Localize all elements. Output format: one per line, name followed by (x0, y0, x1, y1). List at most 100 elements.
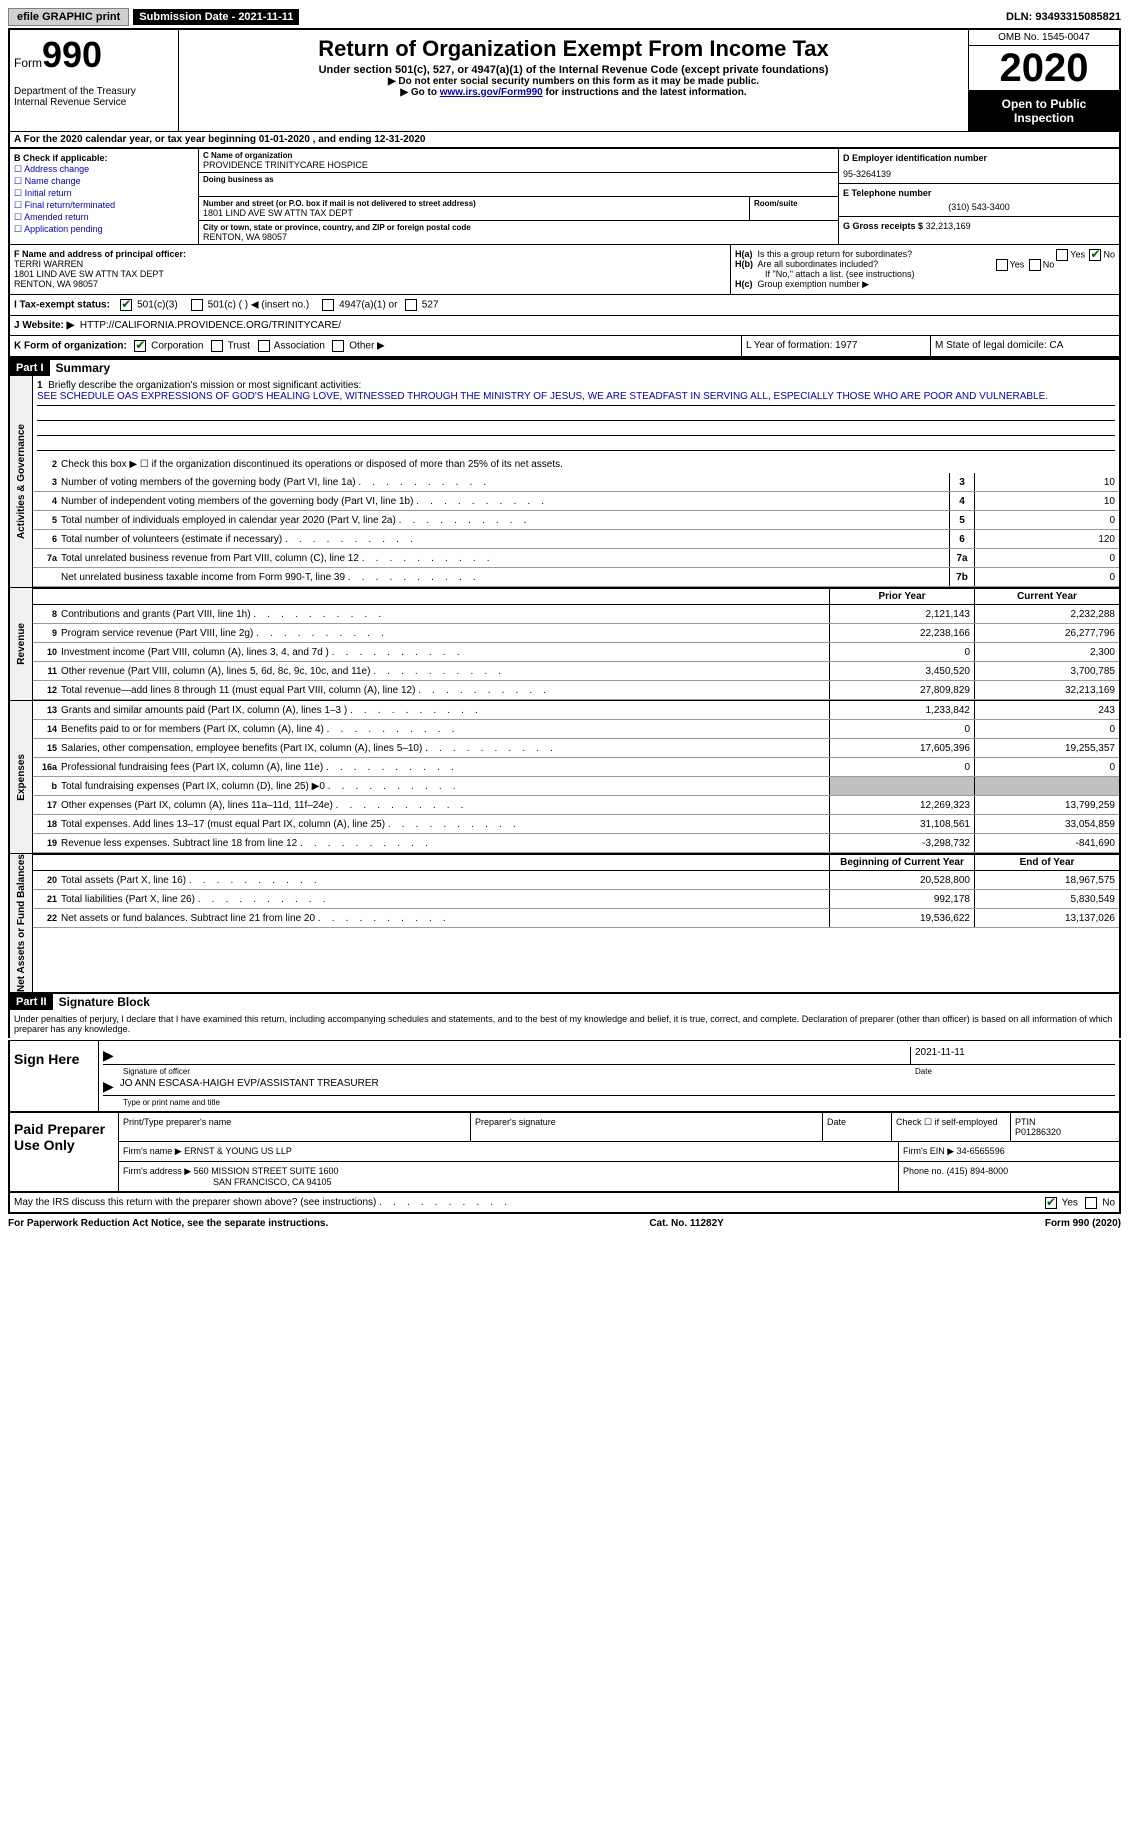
page-footer: For Paperwork Reduction Act Notice, see … (8, 1214, 1121, 1233)
efile-button[interactable]: efile GRAPHIC print (8, 8, 129, 26)
box-b-title: B Check if applicable: (14, 153, 194, 163)
chk-trust[interactable] (211, 340, 223, 352)
hc-label: Group exemption number ▶ (758, 279, 869, 289)
state-domicile: M State of legal domicile: CA (930, 336, 1119, 356)
part1-title: Summary (50, 361, 111, 375)
hdr-prior-year: Prior Year (829, 589, 974, 604)
dept-label: Department of the Treasury Internal Reve… (14, 86, 174, 108)
hb-note: If "No," attach a list. (see instruction… (735, 269, 1115, 279)
phone-value: (310) 543-3400 (843, 202, 1115, 212)
firm-ein: 34-6565596 (957, 1146, 1005, 1156)
signature-block: Sign Here ▶ 2021-11-11 Signature of offi… (8, 1040, 1121, 1113)
omb-number: OMB No. 1545-0047 (969, 30, 1119, 46)
ein-value: 95-3264139 (843, 169, 1115, 179)
footer-right: Form 990 (2020) (1045, 1218, 1121, 1229)
self-employed-label: Check ☐ if self-employed (892, 1113, 1011, 1141)
org-name-label: C Name of organization (203, 151, 834, 160)
room-label: Room/suite (754, 199, 834, 208)
entity-info-block: B Check if applicable: ☐ Address change … (8, 147, 1121, 245)
chk-initial-return[interactable]: ☐ Initial return (14, 188, 194, 199)
part1-header: Part I (10, 360, 50, 376)
instruction-1: ▶ Do not enter social security numbers o… (183, 76, 964, 87)
phone-label: E Telephone number (843, 188, 1115, 198)
chk-501c[interactable] (191, 299, 203, 311)
governance-section: Activities & Governance 1 Briefly descri… (8, 376, 1121, 588)
footer-left: For Paperwork Reduction Act Notice, see … (8, 1218, 328, 1229)
table-row: 15Salaries, other compensation, employee… (33, 739, 1119, 758)
mission-label: Briefly describe the organization's miss… (48, 380, 361, 391)
preparer-name-label: Print/Type preparer's name (119, 1113, 471, 1141)
officer-city: RENTON, WA 98057 (14, 279, 98, 289)
ha-no[interactable] (1089, 249, 1101, 261)
part2-header: Part II (10, 994, 53, 1010)
chk-name-change[interactable]: ☐ Name change (14, 176, 194, 187)
form-title: Return of Organization Exempt From Incom… (183, 36, 964, 62)
ptin-label: PTIN (1015, 1117, 1036, 1127)
netassets-section: Net Assets or Fund Balances Beginning of… (8, 854, 1121, 994)
website-row: J Website: ▶ HTTP://CALIFORNIA.PROVIDENC… (8, 316, 1121, 336)
chk-corp[interactable] (134, 340, 146, 352)
addr-label: Number and street (or P.O. box if mail i… (203, 199, 745, 208)
table-row: 21Total liabilities (Part X, line 26)992… (33, 890, 1119, 909)
discuss-yes[interactable] (1045, 1197, 1057, 1209)
chk-501c3[interactable] (120, 299, 132, 311)
form-header: Form990 Department of the Treasury Inter… (8, 28, 1121, 131)
hdr-end: End of Year (974, 855, 1119, 870)
table-row: 5Total number of individuals employed in… (33, 511, 1119, 530)
dln-label: DLN: 93493315085821 (1006, 11, 1121, 23)
discuss-row: May the IRS discuss this return with the… (8, 1193, 1121, 1214)
chk-4947[interactable] (322, 299, 334, 311)
hb-label: Are all subordinates included? (758, 259, 879, 269)
table-row: bTotal fundraising expenses (Part IX, co… (33, 777, 1119, 796)
chk-assoc[interactable] (258, 340, 270, 352)
table-row: 19Revenue less expenses. Subtract line 1… (33, 834, 1119, 853)
firm-phone: (415) 894-8000 (947, 1166, 1009, 1176)
table-row: 11Other revenue (Part VIII, column (A), … (33, 662, 1119, 681)
discuss-no[interactable] (1085, 1197, 1097, 1209)
chk-527[interactable] (405, 299, 417, 311)
table-row: 17Other expenses (Part IX, column (A), l… (33, 796, 1119, 815)
hb-no[interactable] (1029, 259, 1041, 271)
ptin-value: P01286320 (1015, 1127, 1061, 1137)
form-subtitle: Under section 501(c), 527, or 4947(a)(1)… (183, 64, 964, 76)
officer-name: TERRI WARREN (14, 259, 83, 269)
officer-group-row: F Name and address of principal officer:… (8, 245, 1121, 295)
table-row: 3Number of voting members of the governi… (33, 473, 1119, 492)
hb-yes[interactable] (996, 259, 1008, 271)
officer-name-title: JO ANN ESCASA-HAIGH EVP/ASSISTANT TREASU… (120, 1078, 379, 1095)
table-row: 4Number of independent voting members of… (33, 492, 1119, 511)
paid-preparer-block: Paid Preparer Use Only Print/Type prepar… (8, 1113, 1121, 1193)
chk-other[interactable] (332, 340, 344, 352)
table-row: 13Grants and similar amounts paid (Part … (33, 701, 1119, 720)
city-label: City or town, state or province, country… (203, 223, 834, 232)
vtab-revenue: Revenue (16, 623, 27, 665)
firm-name: ERNST & YOUNG US LLP (184, 1146, 292, 1156)
officer-addr: 1801 LIND AVE SW ATTN TAX DEPT (14, 269, 164, 279)
submission-date: Submission Date - 2021-11-11 (133, 9, 299, 25)
org-city: RENTON, WA 98057 (203, 232, 834, 242)
website-value: HTTP://CALIFORNIA.PROVIDENCE.ORG/TRINITY… (80, 320, 341, 331)
table-row: 8Contributions and grants (Part VIII, li… (33, 605, 1119, 624)
table-row: 12Total revenue—add lines 8 through 11 (… (33, 681, 1119, 700)
sign-here-label: Sign Here (10, 1041, 99, 1111)
org-address: 1801 LIND AVE SW ATTN TAX DEPT (203, 208, 745, 218)
sig-arrow-icon: ▶ (103, 1047, 120, 1064)
officer-label: F Name and address of principal officer: (14, 249, 186, 259)
tax-exempt-row: I Tax-exempt status: 501(c)(3) 501(c) ( … (8, 295, 1121, 316)
preparer-date-label: Date (823, 1113, 892, 1141)
gross-receipts-value: 32,213,169 (926, 221, 971, 231)
paid-preparer-label: Paid Preparer Use Only (10, 1113, 119, 1191)
ha-yes[interactable] (1056, 249, 1068, 261)
chk-pending[interactable]: ☐ Application pending (14, 224, 194, 235)
table-row: 10Investment income (Part VIII, column (… (33, 643, 1119, 662)
expenses-section: Expenses 13Grants and similar amounts pa… (8, 701, 1121, 854)
org-name: PROVIDENCE TRINITYCARE HOSPICE (203, 160, 834, 170)
chk-final-return[interactable]: ☐ Final return/terminated (14, 200, 194, 211)
chk-amended[interactable]: ☐ Amended return (14, 212, 194, 223)
mission-text: SEE SCHEDULE OAS EXPRESSIONS OF GOD'S HE… (37, 391, 1115, 406)
dba-label: Doing business as (203, 175, 834, 184)
line2-text: Check this box ▶ ☐ if the organization d… (61, 457, 1119, 472)
vtab-netassets: Net Assets or Fund Balances (16, 854, 27, 992)
chk-address-change[interactable]: ☐ Address change (14, 164, 194, 175)
irs-link[interactable]: www.irs.gov/Form990 (440, 87, 543, 98)
